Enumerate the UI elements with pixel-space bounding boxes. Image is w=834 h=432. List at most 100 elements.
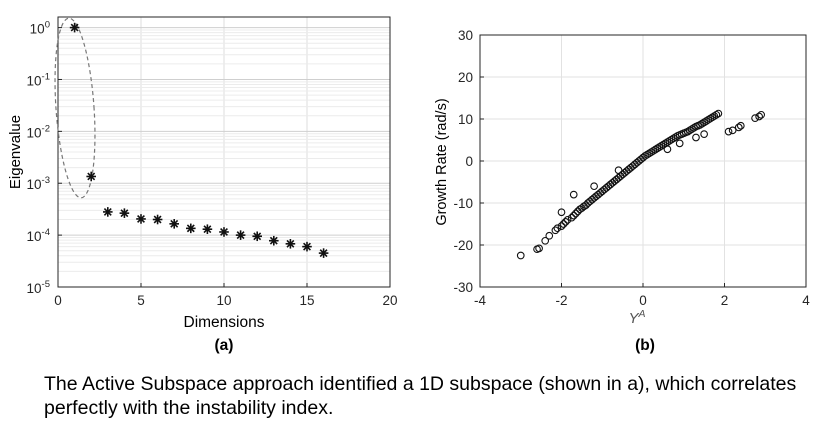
growth-rate-point xyxy=(569,190,578,199)
panel-a-label: (a) xyxy=(215,337,234,354)
growth-rate-point xyxy=(683,127,692,136)
eigenvalue-grid xyxy=(57,17,391,288)
growth-rate-point xyxy=(690,123,698,132)
eigenvalue-x-tick-label: 5 xyxy=(137,293,145,308)
growth-rate-point xyxy=(645,149,653,158)
growth-rate-point xyxy=(675,139,684,148)
growth-rate-point xyxy=(614,166,623,175)
growth-rate-point xyxy=(561,218,570,226)
eigenvalue-point xyxy=(86,171,96,182)
first-mode-ellipse xyxy=(54,17,96,199)
eigenvalue-y-tick-label: 10-3 xyxy=(27,175,50,192)
eigenvalue-x-tick-label: 15 xyxy=(299,293,314,308)
tick-exponent: -2 xyxy=(42,123,50,134)
growth-rate-point xyxy=(671,133,680,141)
growth-rate-point xyxy=(700,130,708,138)
growth-rate-point xyxy=(657,142,666,150)
growth-rate-point xyxy=(563,215,572,224)
growth-rate-y-tick-label: 30 xyxy=(458,28,473,43)
growth-rate-point xyxy=(724,127,733,136)
eigenvalue-y-tick-label: 10-4 xyxy=(27,227,50,244)
tick-base: 10 xyxy=(27,73,42,88)
growth-rate-point xyxy=(692,133,700,142)
eigenvalue-y-axis-label: Eigenvalue xyxy=(7,115,24,189)
growth-rate-x-tick-label: 4 xyxy=(802,293,810,308)
growth-rate-point xyxy=(714,109,723,118)
growth-rate-x-tick-label: 2 xyxy=(721,293,729,308)
growth-rate-point xyxy=(665,136,674,145)
eigenvalue-point xyxy=(103,207,113,217)
eigenvalue-point xyxy=(152,214,163,225)
eigenvalue-y-tick-label: 10-1 xyxy=(27,71,50,88)
growth-rate-point xyxy=(700,118,708,127)
tick-base: 10 xyxy=(30,22,45,37)
growth-rate-point xyxy=(688,125,696,133)
eigenvalue-y-tick-label: 100 xyxy=(30,20,50,37)
growth-rate-point xyxy=(663,145,672,154)
eigenvalue-point xyxy=(169,219,179,229)
eigenvalue-point xyxy=(119,208,130,218)
x-label-superscript: A xyxy=(638,308,646,320)
eigenvalue-x-tick-label: 0 xyxy=(54,293,62,308)
tick-exponent: 0 xyxy=(45,20,50,31)
growth-rate-point xyxy=(535,244,543,253)
growth-rate-point xyxy=(541,236,550,245)
growth-rate-point xyxy=(736,121,745,130)
growth-rate-point xyxy=(659,140,668,149)
growth-rate-point xyxy=(708,113,717,122)
growth-rate-x-axis-label: YA xyxy=(628,308,645,327)
eigenvalue-y-tick-label: 10-5 xyxy=(27,279,50,296)
growth-rate-point xyxy=(669,134,678,143)
growth-rate-point xyxy=(667,135,676,144)
growth-rate-point xyxy=(757,110,766,119)
tick-base: 10 xyxy=(27,125,42,140)
growth-rate-point xyxy=(706,114,715,123)
growth-rate-point xyxy=(559,220,568,228)
eigenvalue-point xyxy=(219,227,229,237)
eigenvalue-point xyxy=(318,248,329,258)
x-label-base: Y xyxy=(628,310,639,327)
tick-exponent: -3 xyxy=(42,175,50,186)
tick-base: 10 xyxy=(27,229,42,244)
growth-rate-point xyxy=(734,123,743,132)
growth-rate-y-tick-label: 10 xyxy=(458,112,473,127)
growth-rate-y-ticks: -30 -20 -10 0 10 20 30 xyxy=(453,28,484,295)
growth-rate-point xyxy=(582,201,590,209)
growth-rate-point xyxy=(649,147,658,155)
eigenvalue-point xyxy=(186,223,196,234)
eigenvalue-point xyxy=(252,231,262,242)
growth-rate-point xyxy=(516,251,525,260)
growth-rate-point xyxy=(686,126,694,135)
eigenvalue-point xyxy=(136,214,146,224)
growth-rate-point xyxy=(653,144,662,153)
growth-rate-point xyxy=(755,112,763,121)
eigenvalue-points xyxy=(69,22,329,258)
eigenvalue-x-ticks: 0 5 10 15 20 xyxy=(54,283,398,308)
eigenvalue-point xyxy=(235,230,246,240)
growth-rate-point xyxy=(751,114,759,123)
figure-caption: The Active Subspace approach identified … xyxy=(44,373,797,419)
growth-rate-point xyxy=(643,150,651,159)
tick-base: 10 xyxy=(27,177,42,192)
tick-exponent: -5 xyxy=(42,279,50,290)
growth-rate-point xyxy=(651,145,660,154)
growth-rate-point xyxy=(702,117,711,125)
eigenvalue-point xyxy=(202,224,213,235)
growth-rate-point xyxy=(590,182,598,191)
tick-exponent: -4 xyxy=(42,227,50,238)
eigenvalue-y-tick-label: 10-2 xyxy=(27,123,50,140)
eigenvalue-x-tick-label: 10 xyxy=(216,293,231,308)
tick-base: 10 xyxy=(27,281,42,296)
eigenvalue-point xyxy=(69,22,80,33)
growth-rate-y-tick-label: -20 xyxy=(453,238,473,253)
growth-rate-point xyxy=(567,213,576,222)
growth-rate-y-tick-label: -10 xyxy=(453,196,473,211)
growth-rate-points xyxy=(516,109,766,260)
growth-rate-point xyxy=(655,143,664,151)
eigenvalue-point xyxy=(302,241,312,252)
growth-rate-point xyxy=(641,152,649,160)
eigenvalue-point xyxy=(285,239,296,249)
growth-rate-point xyxy=(704,115,713,124)
